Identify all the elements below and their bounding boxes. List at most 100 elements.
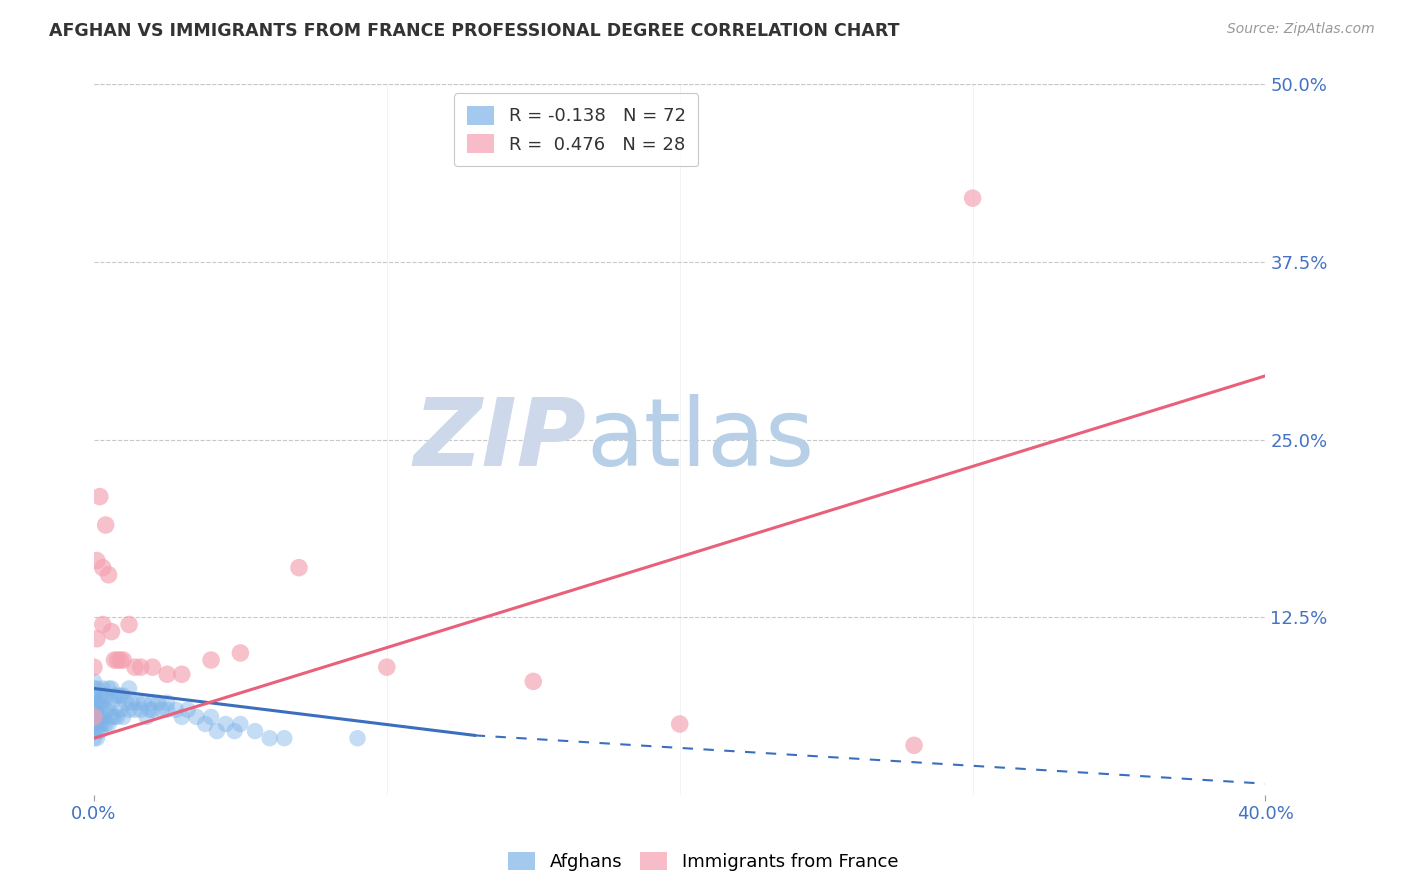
Afghans: [83, 717, 105, 731]
Afghans: [148, 696, 170, 710]
Immigrants from France: [91, 560, 114, 574]
Immigrants from France: [91, 617, 114, 632]
Immigrants from France: [200, 653, 222, 667]
Afghans: [97, 681, 120, 696]
Afghans: [186, 710, 208, 724]
Afghans: [135, 710, 157, 724]
Afghans: [118, 703, 141, 717]
Afghans: [83, 710, 105, 724]
Text: atlas: atlas: [586, 393, 814, 486]
Afghans: [194, 717, 217, 731]
Immigrants from France: [83, 710, 105, 724]
Immigrants from France: [83, 660, 105, 674]
Text: ZIP: ZIP: [413, 393, 586, 486]
Legend: R = -0.138   N = 72, R =  0.476   N = 28: R = -0.138 N = 72, R = 0.476 N = 28: [454, 94, 699, 167]
Afghans: [83, 681, 105, 696]
Afghans: [94, 689, 117, 703]
Afghans: [86, 710, 108, 724]
Immigrants from France: [903, 739, 925, 753]
Afghans: [83, 703, 105, 717]
Afghans: [200, 710, 222, 724]
Afghans: [138, 703, 160, 717]
Afghans: [224, 724, 246, 739]
Afghans: [83, 731, 105, 746]
Afghans: [83, 689, 105, 703]
Afghans: [346, 731, 368, 746]
Legend: Afghans, Immigrants from France: Afghans, Immigrants from France: [501, 845, 905, 879]
Afghans: [103, 710, 125, 724]
Immigrants from France: [962, 191, 984, 205]
Afghans: [83, 724, 105, 739]
Afghans: [86, 731, 108, 746]
Immigrants from France: [103, 653, 125, 667]
Immigrants from France: [112, 653, 135, 667]
Afghans: [127, 696, 149, 710]
Afghans: [124, 703, 146, 717]
Immigrants from France: [668, 717, 690, 731]
Afghans: [91, 696, 114, 710]
Afghans: [89, 724, 111, 739]
Afghans: [86, 696, 108, 710]
Afghans: [112, 689, 135, 703]
Immigrants from France: [522, 674, 544, 689]
Afghans: [176, 703, 198, 717]
Afghans: [100, 681, 122, 696]
Afghans: [150, 703, 173, 717]
Immigrants from France: [86, 553, 108, 567]
Afghans: [89, 689, 111, 703]
Afghans: [156, 703, 179, 717]
Afghans: [112, 710, 135, 724]
Afghans: [205, 724, 228, 739]
Afghans: [100, 710, 122, 724]
Text: AFGHAN VS IMMIGRANTS FROM FRANCE PROFESSIONAL DEGREE CORRELATION CHART: AFGHAN VS IMMIGRANTS FROM FRANCE PROFESS…: [49, 22, 900, 40]
Afghans: [97, 703, 120, 717]
Afghans: [91, 681, 114, 696]
Afghans: [83, 717, 105, 731]
Afghans: [105, 710, 128, 724]
Afghans: [110, 703, 132, 717]
Immigrants from France: [288, 560, 311, 574]
Afghans: [170, 710, 193, 724]
Afghans: [94, 703, 117, 717]
Immigrants from France: [86, 632, 108, 646]
Immigrants from France: [124, 660, 146, 674]
Afghans: [215, 717, 238, 731]
Immigrants from France: [156, 667, 179, 681]
Afghans: [273, 731, 295, 746]
Afghans: [132, 696, 155, 710]
Afghans: [94, 717, 117, 731]
Afghans: [103, 689, 125, 703]
Immigrants from France: [89, 490, 111, 504]
Immigrants from France: [375, 660, 398, 674]
Afghans: [89, 696, 111, 710]
Immigrants from France: [229, 646, 252, 660]
Afghans: [91, 710, 114, 724]
Afghans: [129, 703, 152, 717]
Immigrants from France: [110, 653, 132, 667]
Afghans: [121, 696, 143, 710]
Afghans: [110, 689, 132, 703]
Afghans: [100, 696, 122, 710]
Afghans: [83, 674, 105, 689]
Afghans: [141, 696, 163, 710]
Immigrants from France: [97, 567, 120, 582]
Immigrants from France: [94, 518, 117, 533]
Immigrants from France: [100, 624, 122, 639]
Afghans: [259, 731, 281, 746]
Text: Source: ZipAtlas.com: Source: ZipAtlas.com: [1227, 22, 1375, 37]
Afghans: [86, 724, 108, 739]
Immigrants from France: [118, 617, 141, 632]
Afghans: [89, 717, 111, 731]
Afghans: [91, 717, 114, 731]
Afghans: [115, 696, 138, 710]
Afghans: [141, 703, 163, 717]
Afghans: [86, 703, 108, 717]
Afghans: [156, 696, 179, 710]
Afghans: [97, 717, 120, 731]
Immigrants from France: [129, 660, 152, 674]
Immigrants from France: [141, 660, 163, 674]
Afghans: [165, 703, 187, 717]
Immigrants from France: [170, 667, 193, 681]
Afghans: [89, 710, 111, 724]
Afghans: [243, 724, 266, 739]
